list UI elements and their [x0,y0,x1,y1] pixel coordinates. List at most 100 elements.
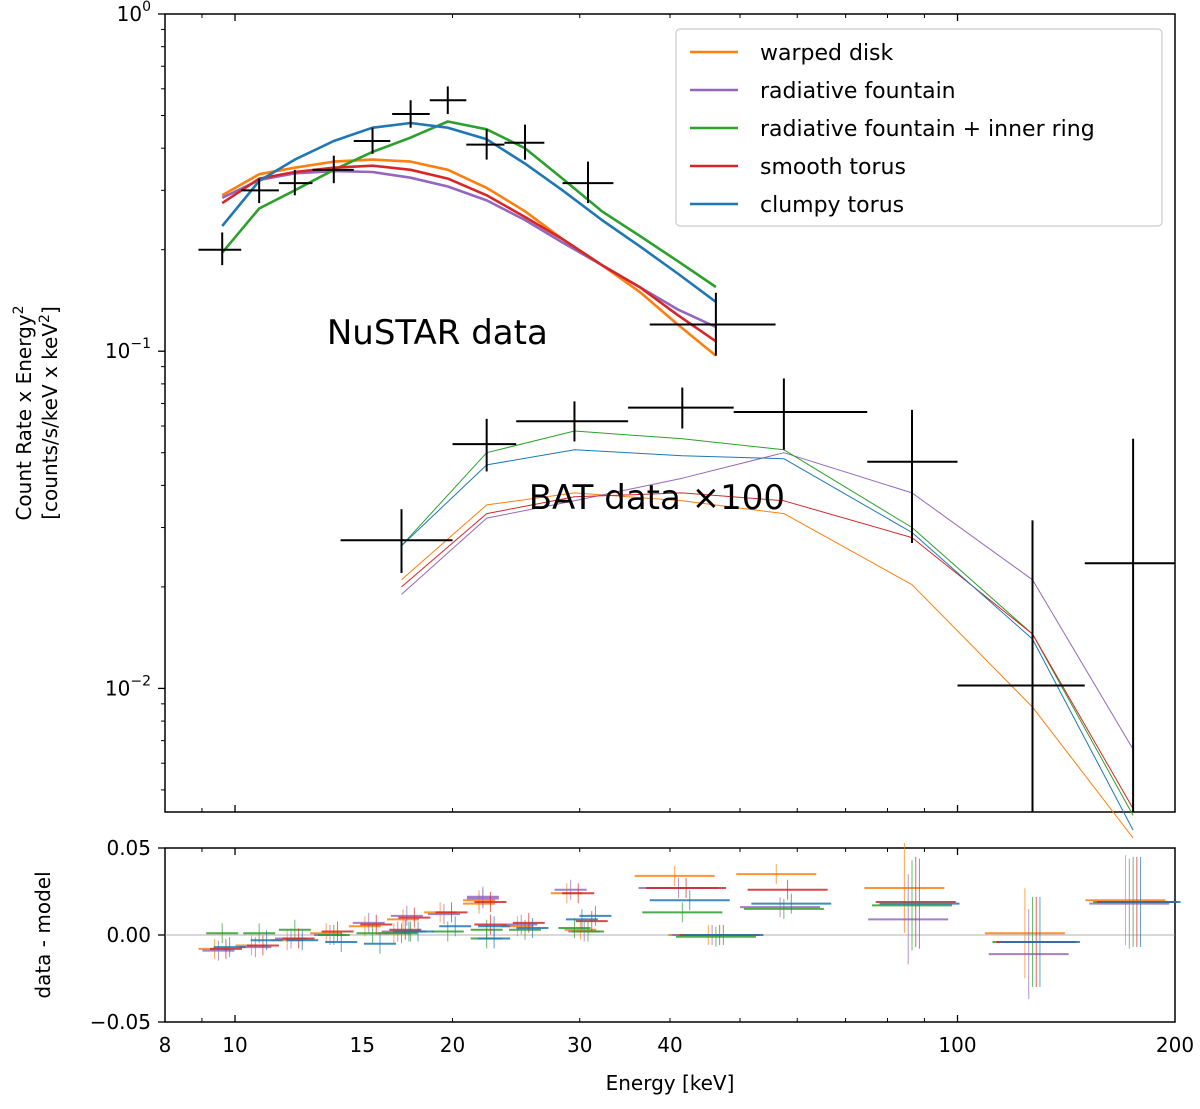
residual-point [879,858,960,949]
residual-point [988,909,1069,1000]
residual-point [385,923,418,944]
nustar-point-10 [649,292,776,356]
residual-point [390,905,423,926]
residual-point [575,911,608,932]
residuals-y-axis-label: data - model [31,871,55,998]
residual-point [439,916,472,937]
series-line-nustar-2 [221,120,717,289]
residual-point [213,937,246,958]
residual-point [1100,856,1181,947]
x-tick-label-5: 40 [657,1033,682,1057]
bat-point-6 [957,520,1085,812]
residual-point [649,890,730,911]
x-tick-label-1: 10 [222,1033,247,1057]
residual-point [209,938,242,959]
residual-point [435,902,468,923]
residual-point [505,914,538,935]
y-label-sup2: 2 [37,314,53,323]
y-tick-label-1: 10−1 [105,336,151,363]
nustar-point-2 [278,169,313,196]
residual-point [999,896,1080,987]
residual-point [683,925,764,945]
series-line-bat-3 [401,492,1134,809]
residual-point [516,918,549,939]
residual-point [398,907,431,928]
residual-point [389,919,422,940]
x-tick-label-3: 20 [440,1033,465,1057]
nustar-point-5 [392,100,430,128]
nustar-point-3 [312,155,354,184]
residual-point [310,923,343,944]
residual-point [360,914,393,935]
x-tick-label-6: 100 [938,1033,976,1057]
spectrum-y-axis-label: Count Rate x Energy2 [counts/s/keV x keV… [11,305,62,520]
annotation-bat: BAT data ×100 [529,478,785,518]
residual-point [250,930,283,951]
nustar-point-9 [562,161,614,204]
bat-point-1 [452,418,517,472]
residual-point [634,865,715,886]
residual-point [466,888,499,909]
series-line-nustar-0 [221,158,717,357]
residual-point [646,878,727,899]
legend-label-4: clumpy torus [760,193,904,218]
series-line-nustar-4 [221,121,717,303]
residual-point [864,843,945,934]
x-tick-label-2: 15 [350,1033,375,1057]
nustar-point-0 [198,232,242,266]
residual-point [202,940,235,961]
residual-point [478,916,511,937]
residual-point [282,928,315,949]
x-tick-label-4: 30 [567,1033,592,1057]
residual-point [470,919,503,940]
residual-point [321,921,354,942]
residual-point [579,905,612,926]
residual-point [392,921,425,942]
svg-text:[counts/s/keV x keV2]: [counts/s/keV x keV2] [37,306,62,520]
residuals-plot-area [165,843,1181,1000]
series-line-bat-4 [401,449,1134,831]
legend-label-2: radiative fountain + inner ring [760,117,1095,142]
residual-point [872,860,953,951]
residual-point [642,902,723,923]
series-line-bat-2 [401,430,1134,816]
residual-point [206,923,239,944]
spectrum-axes: 100 10−1 10−2 [105,0,1176,812]
bat-point-5 [867,409,958,543]
bat-point-3 [628,387,734,429]
residual-point [431,921,464,942]
y-tick-label-2: 10−2 [105,673,151,700]
residual-point [564,919,597,940]
residual-point [736,864,817,885]
residual-point [984,888,1065,979]
svg-text:Count Rate x Energy2: Count Rate x Energy2 [11,305,36,520]
residual-point [740,897,821,918]
legend-label-1: radiative fountain [760,79,956,104]
series-line-bat-1 [401,452,1134,750]
series-line-nustar-3 [221,164,717,343]
residual-point [363,933,396,954]
series-line-bat-0 [401,492,1134,839]
residual-point [512,912,545,933]
nustar-point-8 [504,124,545,160]
annotation-nustar: NuSTAR data [327,313,548,353]
residual-point [474,914,507,935]
residuals-axes: 0.05 0.00 −0.05 8 10 15 20 30 40 100 200 [90,836,1194,1057]
bat-point-0 [340,509,453,573]
legend-label-0: warped disk [760,41,894,66]
residual-point [386,909,419,930]
residual-point [562,883,595,904]
bat-point-7 [1084,438,1175,812]
residual-point [1089,858,1170,949]
res-y-tick-label-1: 0.00 [106,923,151,947]
residual-point [286,930,319,951]
x-axis-label: Energy [keV] [606,1071,735,1095]
x-tick-label-7: 200 [1156,1033,1194,1057]
residual-point [1085,855,1166,946]
residual-point [743,898,824,919]
chart-legend: warped disk radiative fountain radiative f… [675,28,1163,227]
residual-point [352,912,385,933]
nustar-point-1 [241,178,279,204]
residual-point [747,879,828,900]
